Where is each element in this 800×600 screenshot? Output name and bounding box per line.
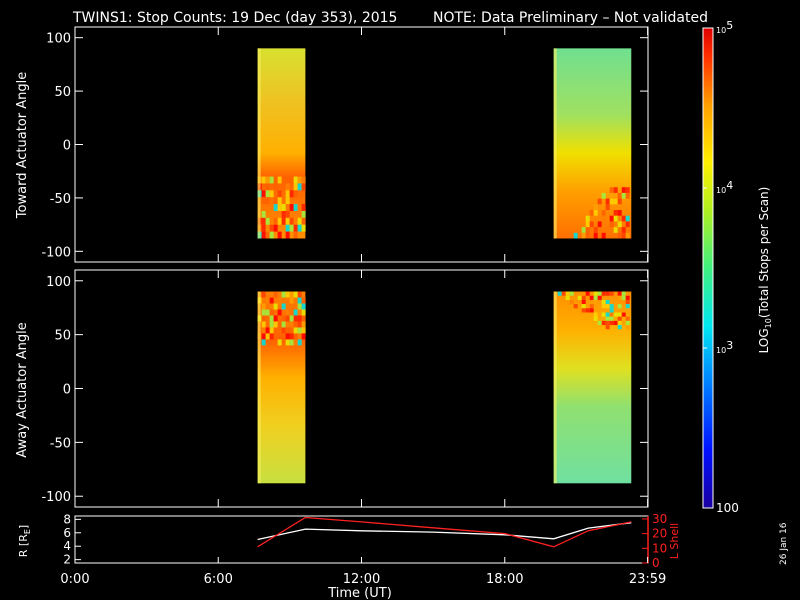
y-tick-label: -50 (50, 192, 71, 207)
y-tick-label: 0 (63, 383, 71, 398)
ephemeris-left-tick: 2 (63, 553, 71, 567)
y-tick-label: 100 (46, 275, 71, 290)
y-tick-label: 50 (54, 85, 71, 100)
time-axis: 0:00 6:00 12:00 18:00 23:59 (60, 557, 666, 587)
ephemeris-right-tick: 20 (652, 527, 667, 541)
y-tick-label: -50 (50, 436, 71, 451)
heatmap-noise (257, 291, 306, 346)
time-tick-label: 23:59 (629, 572, 666, 587)
ephemeris-right-ylabel: L Shell (668, 523, 681, 559)
ephemeris-frame (74, 515, 649, 564)
away-ylabel: Away Actuator Angle (15, 322, 30, 457)
ephemeris-left-tick: 8 (63, 512, 71, 526)
colorbar-gradient (702, 27, 714, 509)
toward-ylabel: Toward Actuator Angle (15, 72, 30, 219)
ephemeris-left-ylabel: R [RE] (17, 525, 32, 557)
ephemeris-right-tick: 30 (652, 512, 667, 526)
colorbar: 105 104 103 100 (702, 19, 739, 515)
time-axis-label: Time (UT) (327, 586, 392, 600)
heatmap-noise (557, 291, 630, 330)
time-tick-label: 0:00 (60, 572, 89, 587)
heatmap-noise (573, 187, 630, 239)
colorbar-tick-label: 104 (716, 179, 733, 195)
toward-heatmap-panel: 100 50 0 -50 -100 (41, 26, 649, 263)
ephemeris-right-tick: 0 (652, 556, 660, 570)
y-tick-label: -100 (41, 245, 71, 260)
colorbar-tick-label: 103 (716, 339, 733, 355)
y-tick-label: -100 (41, 490, 71, 505)
lshell-series-line (257, 516, 632, 548)
ephemeris-left-tick: 4 (63, 539, 71, 553)
heatmap-block (553, 48, 632, 239)
radius-series-line (257, 522, 632, 541)
colorbar-label: LOG10(Total Stops per Scan) (757, 187, 773, 354)
preliminary-note: NOTE: Data Preliminary – Not validated (433, 10, 708, 26)
time-tick-label: 18:00 (486, 572, 523, 587)
ephemeris-left-tick: 6 (63, 526, 71, 540)
time-tick-label: 12:00 (343, 572, 380, 587)
ephemeris-right-tick: 10 (652, 541, 667, 555)
chart-title: TWINS1: Stop Counts: 19 Dec (day 353), 2… (72, 10, 397, 26)
y-tick-label: 100 (46, 32, 71, 47)
colorbar-tick-label: 105 (716, 19, 733, 35)
colorbar-tick-label: 100 (716, 501, 739, 515)
y-tick-label: 0 (63, 139, 71, 154)
date-stamp: 26 Jan 16 (779, 522, 789, 565)
heatmap-frame (74, 26, 649, 263)
away-heatmap-panel: 100 50 0 -50 -100 (41, 269, 649, 508)
time-tick-label: 6:00 (204, 572, 233, 587)
heatmap-frame (74, 269, 649, 508)
y-tick-label: 50 (54, 329, 71, 344)
